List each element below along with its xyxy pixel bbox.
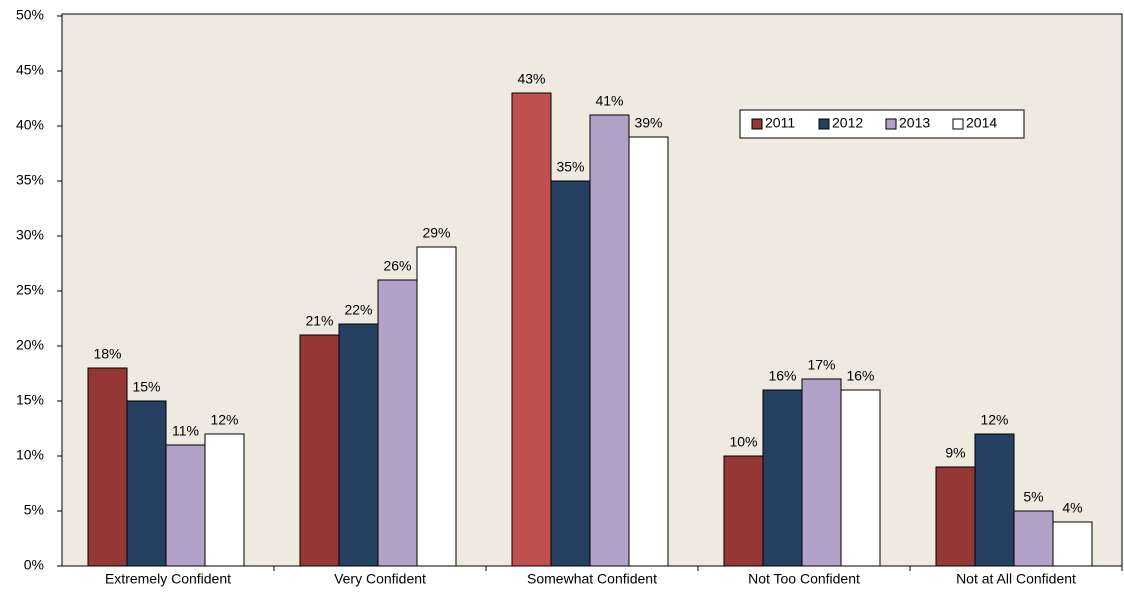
- value-label: 21%: [305, 313, 333, 329]
- x-tick-label: Extremely Confident: [105, 571, 231, 587]
- bar: [840, 389, 881, 567]
- y-tick-label: 25%: [16, 282, 44, 298]
- x-tick-label: Very Confident: [334, 571, 426, 587]
- bar: [723, 455, 764, 567]
- value-label: 10%: [729, 434, 757, 450]
- bar: [511, 92, 552, 567]
- bar: [762, 389, 803, 567]
- y-tick-label: 0%: [24, 557, 44, 573]
- bar: [416, 246, 457, 567]
- value-label: 12%: [980, 412, 1008, 428]
- value-label: 39%: [634, 115, 662, 131]
- y-tick-label: 20%: [16, 337, 44, 353]
- value-label: 29%: [422, 225, 450, 241]
- value-label: 41%: [595, 93, 623, 109]
- bar: [974, 433, 1015, 567]
- value-label: 9%: [945, 445, 965, 461]
- bar: [628, 136, 669, 567]
- value-label: 16%: [768, 368, 796, 384]
- legend-swatch: [818, 118, 830, 130]
- y-tick-label: 50%: [16, 7, 44, 23]
- x-tick-label: Not at All Confident: [956, 571, 1076, 587]
- bar: [1052, 521, 1093, 567]
- value-label: 5%: [1023, 489, 1043, 505]
- value-label: 4%: [1062, 500, 1082, 516]
- y-tick-label: 40%: [16, 117, 44, 133]
- y-tick-label: 10%: [16, 447, 44, 463]
- bar: [1013, 510, 1054, 567]
- value-label: 26%: [383, 258, 411, 274]
- bar: [550, 180, 591, 567]
- value-label: 15%: [132, 379, 160, 395]
- bar: [165, 444, 206, 567]
- bar: [126, 400, 167, 567]
- value-label: 43%: [517, 71, 545, 87]
- value-label: 35%: [556, 159, 584, 175]
- legend-label: 2014: [966, 115, 997, 131]
- bar: [801, 378, 842, 567]
- value-label: 11%: [172, 423, 199, 439]
- bar: [87, 367, 128, 567]
- legend-label: 2012: [832, 115, 863, 131]
- value-label: 16%: [846, 368, 874, 384]
- y-tick-label: 5%: [24, 502, 44, 518]
- legend-swatch: [952, 118, 964, 130]
- legend-label: 2013: [899, 115, 930, 131]
- value-label: 22%: [344, 302, 372, 318]
- y-tick-label: 30%: [16, 227, 44, 243]
- value-label: 12%: [210, 412, 238, 428]
- bar: [589, 114, 630, 567]
- y-tick-label: 35%: [16, 172, 44, 188]
- legend-swatch: [751, 118, 763, 130]
- y-tick-label: 15%: [16, 392, 44, 408]
- bar: [204, 433, 245, 567]
- x-tick-label: Somewhat Confident: [527, 571, 657, 587]
- x-tick-label: Not Too Confident: [748, 571, 860, 587]
- legend-label: 2011: [765, 115, 795, 131]
- value-label: 17%: [807, 357, 835, 373]
- y-tick-label: 45%: [16, 62, 44, 78]
- bar: [338, 323, 379, 567]
- legend: [739, 109, 1025, 139]
- bar: [935, 466, 976, 567]
- value-label: 18%: [93, 346, 121, 362]
- legend-swatch: [885, 118, 897, 130]
- bar: [299, 334, 340, 567]
- bar: [377, 279, 418, 567]
